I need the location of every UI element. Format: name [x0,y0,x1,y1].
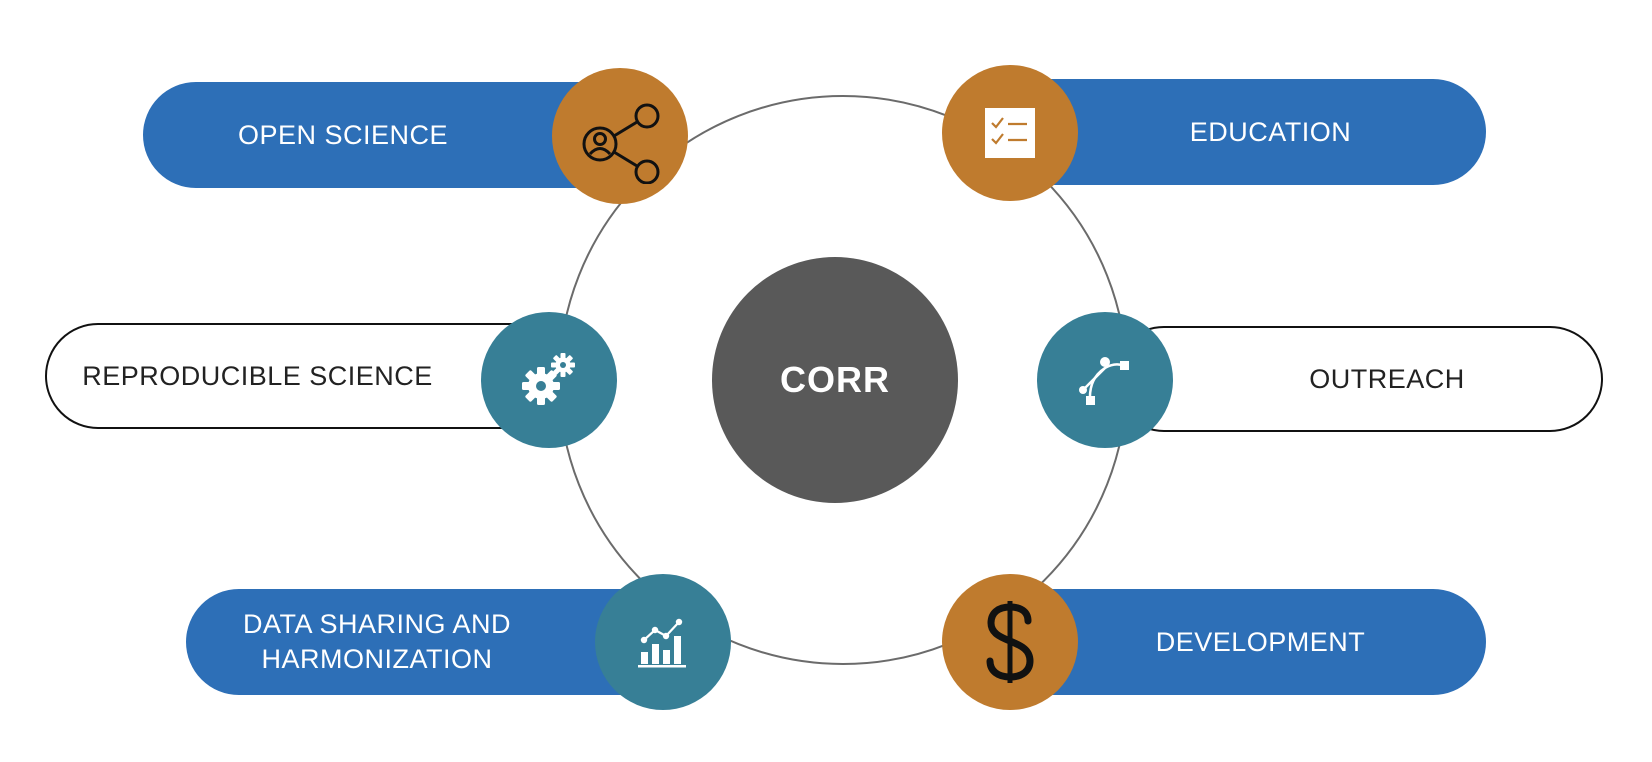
badge-reproducible-science [481,312,617,448]
data-sharing-label-line-1: DATA SHARING AND [242,609,512,639]
dollar-icon [986,601,1034,683]
checklist-icon [985,108,1035,158]
badge-outreach [1037,312,1173,448]
badge-open-science [552,68,688,204]
badge-data-sharing [595,574,731,710]
bar-chart-icon [638,618,686,668]
gears-icon [522,353,575,405]
outreach-label: OUTREACH [1309,363,1465,394]
education-label: EDUCATION [1189,116,1352,147]
pill-reproducible-science: REPRODUCIBLE SCIENCE [45,323,575,429]
center-label: CORR [780,359,890,400]
badge-education [942,65,1078,201]
share-network-icon [582,103,660,184]
pill-data-sharing: DATA SHARING AND HARMONIZATION [186,589,686,695]
pill-outreach: OUTREACH [1111,326,1603,432]
badge-development [942,574,1078,710]
development-label: DEVELOPMENT [1155,626,1366,657]
open-science-label: OPEN SCIENCE [237,119,449,150]
reproducible-science-label: REPRODUCIBLE SCIENCE [82,360,433,391]
vector-path-icon [1079,357,1129,405]
data-sharing-label-line-2: HARMONIZATION [261,644,493,674]
center-hub: CORR [712,257,958,503]
